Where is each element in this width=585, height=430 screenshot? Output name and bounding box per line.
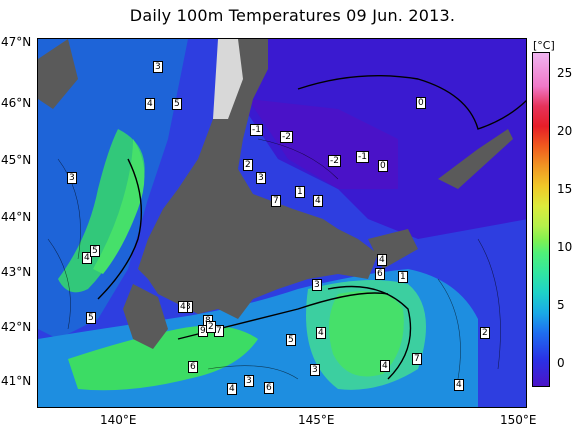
contour-label: 3 (310, 364, 320, 376)
contour-label: 1 (398, 271, 408, 283)
contour-label: 3 (256, 172, 266, 184)
colorbar-tick: 25 (557, 66, 573, 80)
map-field (38, 39, 526, 407)
contour-label: 1 (295, 186, 305, 198)
temperature-map: 3 4 5 -1 -2 0 -2 -1 0 2 3 1 4 7 3 4 5 6 … (37, 38, 527, 408)
contour-label: 5 (90, 245, 100, 257)
contour-label: 3 (67, 172, 77, 184)
colorbar (532, 52, 550, 387)
contour-label: 5 (286, 334, 296, 346)
contour-label: 3 (244, 375, 254, 387)
lat-label-42: 42°N (1, 320, 32, 334)
contour-label: 4 (145, 98, 155, 110)
colorbar-tick: 0 (557, 356, 565, 370)
contour-label: 2 (243, 159, 253, 171)
colorbar-tick: 20 (557, 124, 573, 138)
contour-label: 4 (82, 252, 92, 264)
lon-label-150: 150°E (500, 413, 537, 427)
colorbar-tick: 5 (557, 298, 565, 312)
lon-label-140: 140°E (100, 413, 137, 427)
contour-label: 5 (86, 312, 96, 324)
contour-label: -1 (250, 124, 263, 136)
map-title: Daily 100m Temperatures 09 Jun. 2013. (129, 6, 456, 25)
colorbar-tick: 15 (557, 182, 573, 196)
lat-label-44: 44°N (1, 210, 32, 224)
lat-label-45: 45°N (1, 153, 32, 167)
contour-label: 3 (153, 61, 163, 73)
colorbar-unit: [°C] (533, 39, 555, 52)
lon-label-145: 145°E (298, 413, 335, 427)
contour-label: 4 (380, 360, 390, 372)
contour-label: -1 (356, 151, 369, 163)
contour-label: -2 (328, 155, 341, 167)
contour-label: 4 (316, 327, 326, 339)
lat-label-46: 46°N (1, 96, 32, 110)
contour-label: 4 (313, 195, 323, 207)
contour-label: 7 (271, 195, 281, 207)
colorbar-tick: 10 (557, 240, 573, 254)
contour-label: 6 (188, 361, 198, 373)
contour-label: 2 (480, 327, 490, 339)
contour-label: 4 (178, 301, 188, 313)
contour-label: 0 (416, 97, 426, 109)
contour-label: 4 (227, 383, 237, 395)
contour-label: 0 (378, 160, 388, 172)
contour-label: 2 (206, 321, 216, 333)
contour-label: 3 (312, 279, 322, 291)
contour-label: 5 (172, 98, 182, 110)
contour-label: 6 (375, 268, 385, 280)
contour-label: 7 (412, 353, 422, 365)
lat-label-41: 41°N (1, 374, 32, 388)
contour-label: 4 (377, 254, 387, 266)
lat-label-47: 47°N (1, 35, 32, 49)
contour-label: 4 (454, 379, 464, 391)
lat-label-43: 43°N (1, 265, 32, 279)
contour-label: -2 (280, 131, 293, 143)
contour-label: 6 (264, 382, 274, 394)
